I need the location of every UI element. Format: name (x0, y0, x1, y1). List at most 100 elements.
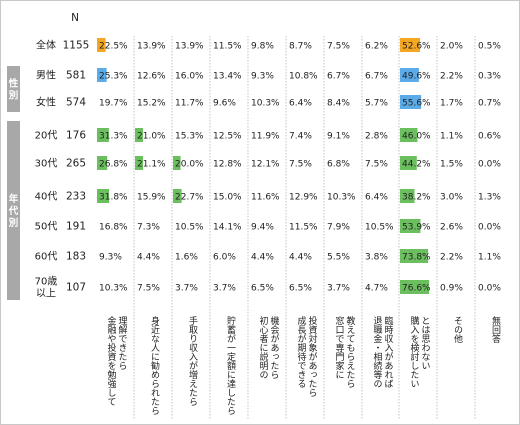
group-tab-label-char: 別 (8, 90, 19, 102)
category-label: 手取り収入が増えたら (187, 315, 198, 406)
cell-value: 49.6% (402, 72, 431, 82)
row-label: 70歳 (35, 276, 58, 288)
cell-value: 31.8% (99, 193, 128, 203)
row-label: 60代 (35, 251, 58, 263)
cell-value: 12.9% (289, 193, 318, 203)
cell-value: 6.2% (365, 42, 388, 52)
row-label: 40代 (35, 191, 58, 203)
value-bar (400, 38, 420, 52)
category-label: 身近な人に勧められたら (149, 315, 160, 415)
cell-value: 3.0% (440, 193, 463, 203)
row-label: 男性 (36, 69, 56, 82)
cell-value: 2.2% (440, 72, 463, 82)
group-tab-label-char: 年 (9, 193, 19, 205)
cell-value: 21.0% (137, 132, 166, 142)
category-label: 成長が期待できる (296, 315, 307, 388)
value-bar (97, 128, 109, 142)
row-n-value: 176 (66, 130, 86, 142)
cell-value: 10.5% (365, 223, 394, 233)
cell-value: 31.3% (99, 132, 128, 142)
cell-value: 3.8% (365, 253, 388, 263)
cell-value: 1.1% (440, 132, 463, 142)
cell-value: 0.3% (478, 72, 501, 82)
value-bar (400, 280, 430, 294)
cell-value: 12.5% (213, 132, 242, 142)
cell-value: 38.2% (402, 193, 431, 203)
cell-value: 10.8% (289, 72, 318, 82)
cell-value: 0.9% (440, 284, 463, 294)
value-bar (400, 68, 419, 82)
cell-value: 25.3% (99, 72, 128, 82)
cell-value: 0.0% (478, 284, 501, 294)
cell-value: 10.3% (99, 284, 128, 294)
value-bar (400, 189, 415, 203)
cell-value: 15.0% (213, 193, 242, 203)
cell-value: 19.7% (99, 99, 128, 109)
value-bar (97, 189, 110, 203)
value-bar (135, 156, 144, 170)
cell-value: 3.7% (175, 284, 198, 294)
category-label: 機会があったら (269, 315, 280, 379)
cell-value: 5.5% (327, 253, 350, 263)
category-label: 無回答 (490, 315, 501, 344)
value-bar (173, 156, 181, 170)
cell-value: 5.7% (365, 99, 388, 109)
cell-value: 6.5% (251, 284, 274, 294)
cell-value: 7.5% (365, 160, 388, 170)
value-bar (97, 68, 107, 82)
value-bar (400, 95, 422, 109)
cell-value: 14.1% (213, 223, 242, 233)
cell-value: 22.7% (175, 193, 204, 203)
cell-value: 16.8% (99, 223, 128, 233)
cell-value: 10.3% (327, 193, 356, 203)
cell-value: 9.1% (327, 132, 350, 142)
cell-value: 7.5% (327, 42, 350, 52)
cell-value: 4.4% (137, 253, 160, 263)
cell-value: 11.5% (289, 223, 318, 233)
value-bar (97, 38, 106, 52)
row-n-value: 581 (66, 70, 86, 82)
category-label: 金融や投資を勉強して (106, 315, 117, 406)
cell-value: 1.3% (478, 193, 501, 203)
cell-value: 4.4% (289, 253, 312, 263)
row-label: 50代 (35, 221, 58, 233)
category-label: 退職金・相続等の (372, 316, 383, 388)
value-bar (135, 128, 143, 142)
cell-value: 7.5% (137, 284, 160, 294)
cell-value: 12.6% (137, 72, 166, 82)
cell-value: 6.7% (327, 72, 350, 82)
group-tab-label-char: 別 (8, 217, 19, 229)
group-tab-label-char: 代 (8, 205, 19, 217)
cell-value: 6.4% (289, 99, 312, 109)
cell-value: 4.4% (251, 253, 274, 263)
cell-value: 9.3% (251, 72, 274, 82)
cell-value: 8.7% (289, 42, 312, 52)
cell-value: 2.0% (440, 42, 463, 52)
row-n-value: 233 (66, 191, 86, 203)
cell-value: 76.6% (402, 284, 431, 294)
cell-value: 15.2% (137, 99, 166, 109)
cell-value: 15.3% (175, 132, 204, 142)
cell-value: 20.0% (175, 160, 204, 170)
cell-value: 12.1% (251, 160, 280, 170)
cell-value: 0.0% (478, 223, 501, 233)
group-tab-1 (7, 121, 20, 300)
row-label: 全体 (36, 39, 56, 52)
category-label: とは思わない (420, 316, 431, 370)
category-label: 理解できたら (117, 316, 128, 370)
cell-value: 0.5% (478, 42, 501, 52)
cell-value: 1.7% (440, 99, 463, 109)
cell-value: 9.3% (99, 253, 122, 263)
cell-value: 9.8% (251, 42, 274, 52)
row-label: 女性 (36, 96, 56, 109)
cell-value: 11.6% (251, 193, 280, 203)
cell-value: 11.7% (175, 99, 204, 109)
category-label: 教えてもらえたら (345, 315, 356, 388)
cell-value: 44.2% (402, 160, 431, 170)
cell-value: 46.0% (402, 132, 431, 142)
cell-value: 13.9% (175, 42, 204, 52)
row-label: 30代 (35, 158, 58, 170)
cell-value: 1.5% (440, 160, 463, 170)
category-label: 投資対象があったら (307, 315, 318, 397)
